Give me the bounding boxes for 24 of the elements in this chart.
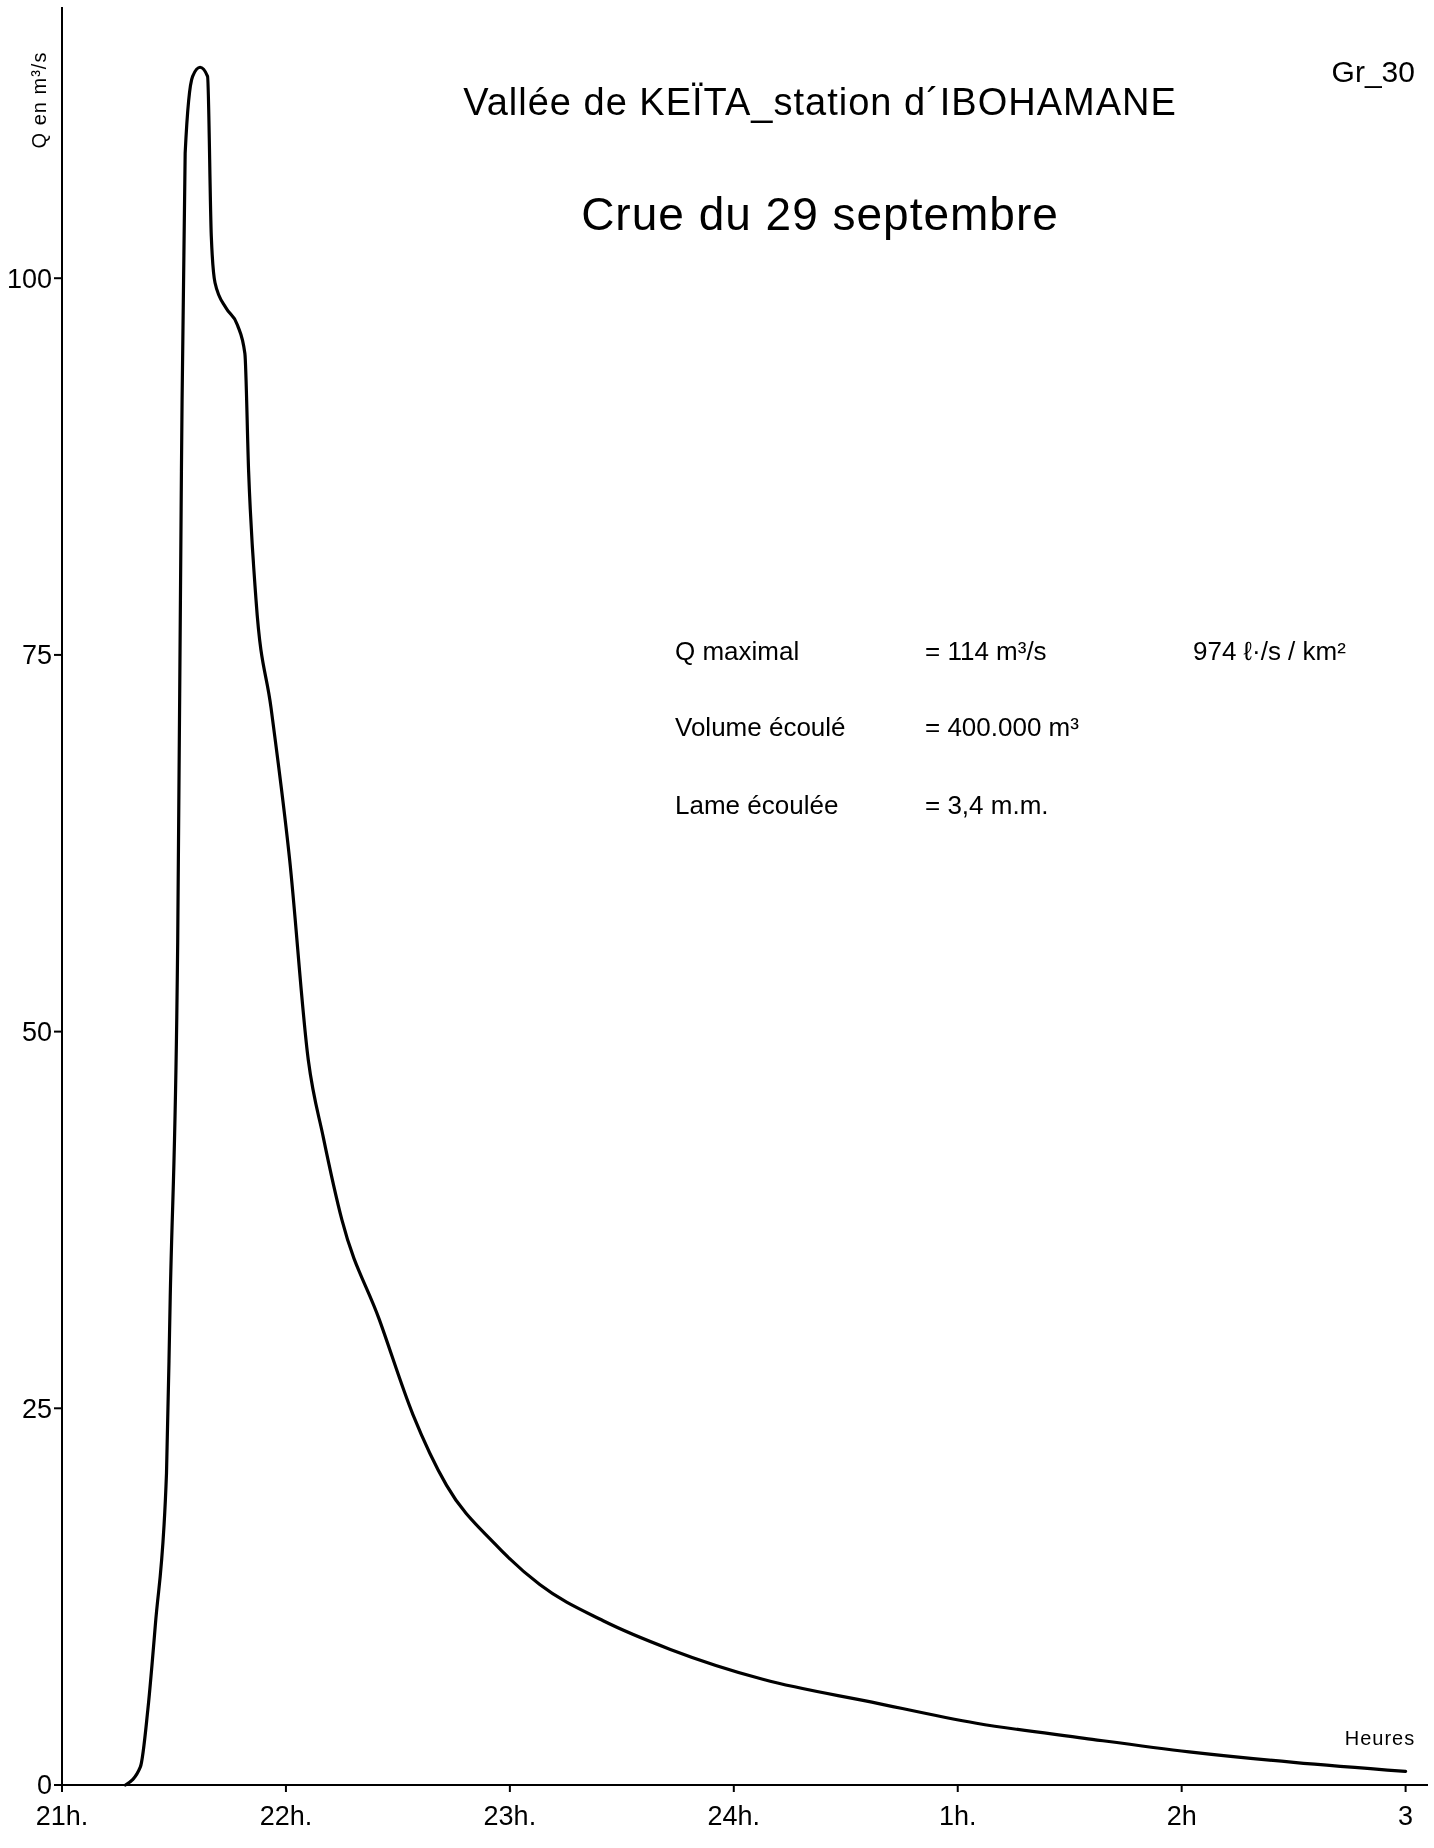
annotation: Gr_30 (1331, 55, 1415, 88)
annotation: 974 ℓ·/s / km² (1193, 636, 1347, 666)
y-tick-label: 75 (21, 640, 52, 671)
annotation: = 114 m³/s (925, 636, 1047, 666)
annotation: Volume écoulé (675, 712, 846, 742)
x-tick-label: 2h (1166, 1801, 1197, 1831)
text: Vallée de KEÏTA_station d´IBOHAMANE (463, 81, 1177, 123)
x-tick-label: 23h. (483, 1801, 537, 1831)
x-tick-label: 24h. (707, 1801, 761, 1831)
x-tick-label: 3 (1398, 1801, 1414, 1831)
y-axis-title: Q en m³/s (28, 51, 50, 149)
y-tick-label: 100 (6, 263, 52, 294)
annotation: = 400.000 m³ (925, 712, 1080, 742)
y-tick-label: 25 (21, 1393, 52, 1424)
annotation: Lame écoulée (675, 790, 839, 820)
x-axis-title: Heures (1344, 1727, 1416, 1749)
annotation: Q maximal (675, 636, 800, 666)
text: Crue du 29 septembre (581, 188, 1059, 240)
annotation: = 3,4 m.m. (925, 790, 1049, 820)
y-tick-label: 50 (21, 1017, 52, 1048)
x-tick-label: 22h. (259, 1801, 313, 1831)
x-tick-label: 21h. (35, 1801, 89, 1831)
x-tick-label: 1h. (938, 1801, 977, 1831)
y-tick-label: 0 (36, 1770, 52, 1801)
